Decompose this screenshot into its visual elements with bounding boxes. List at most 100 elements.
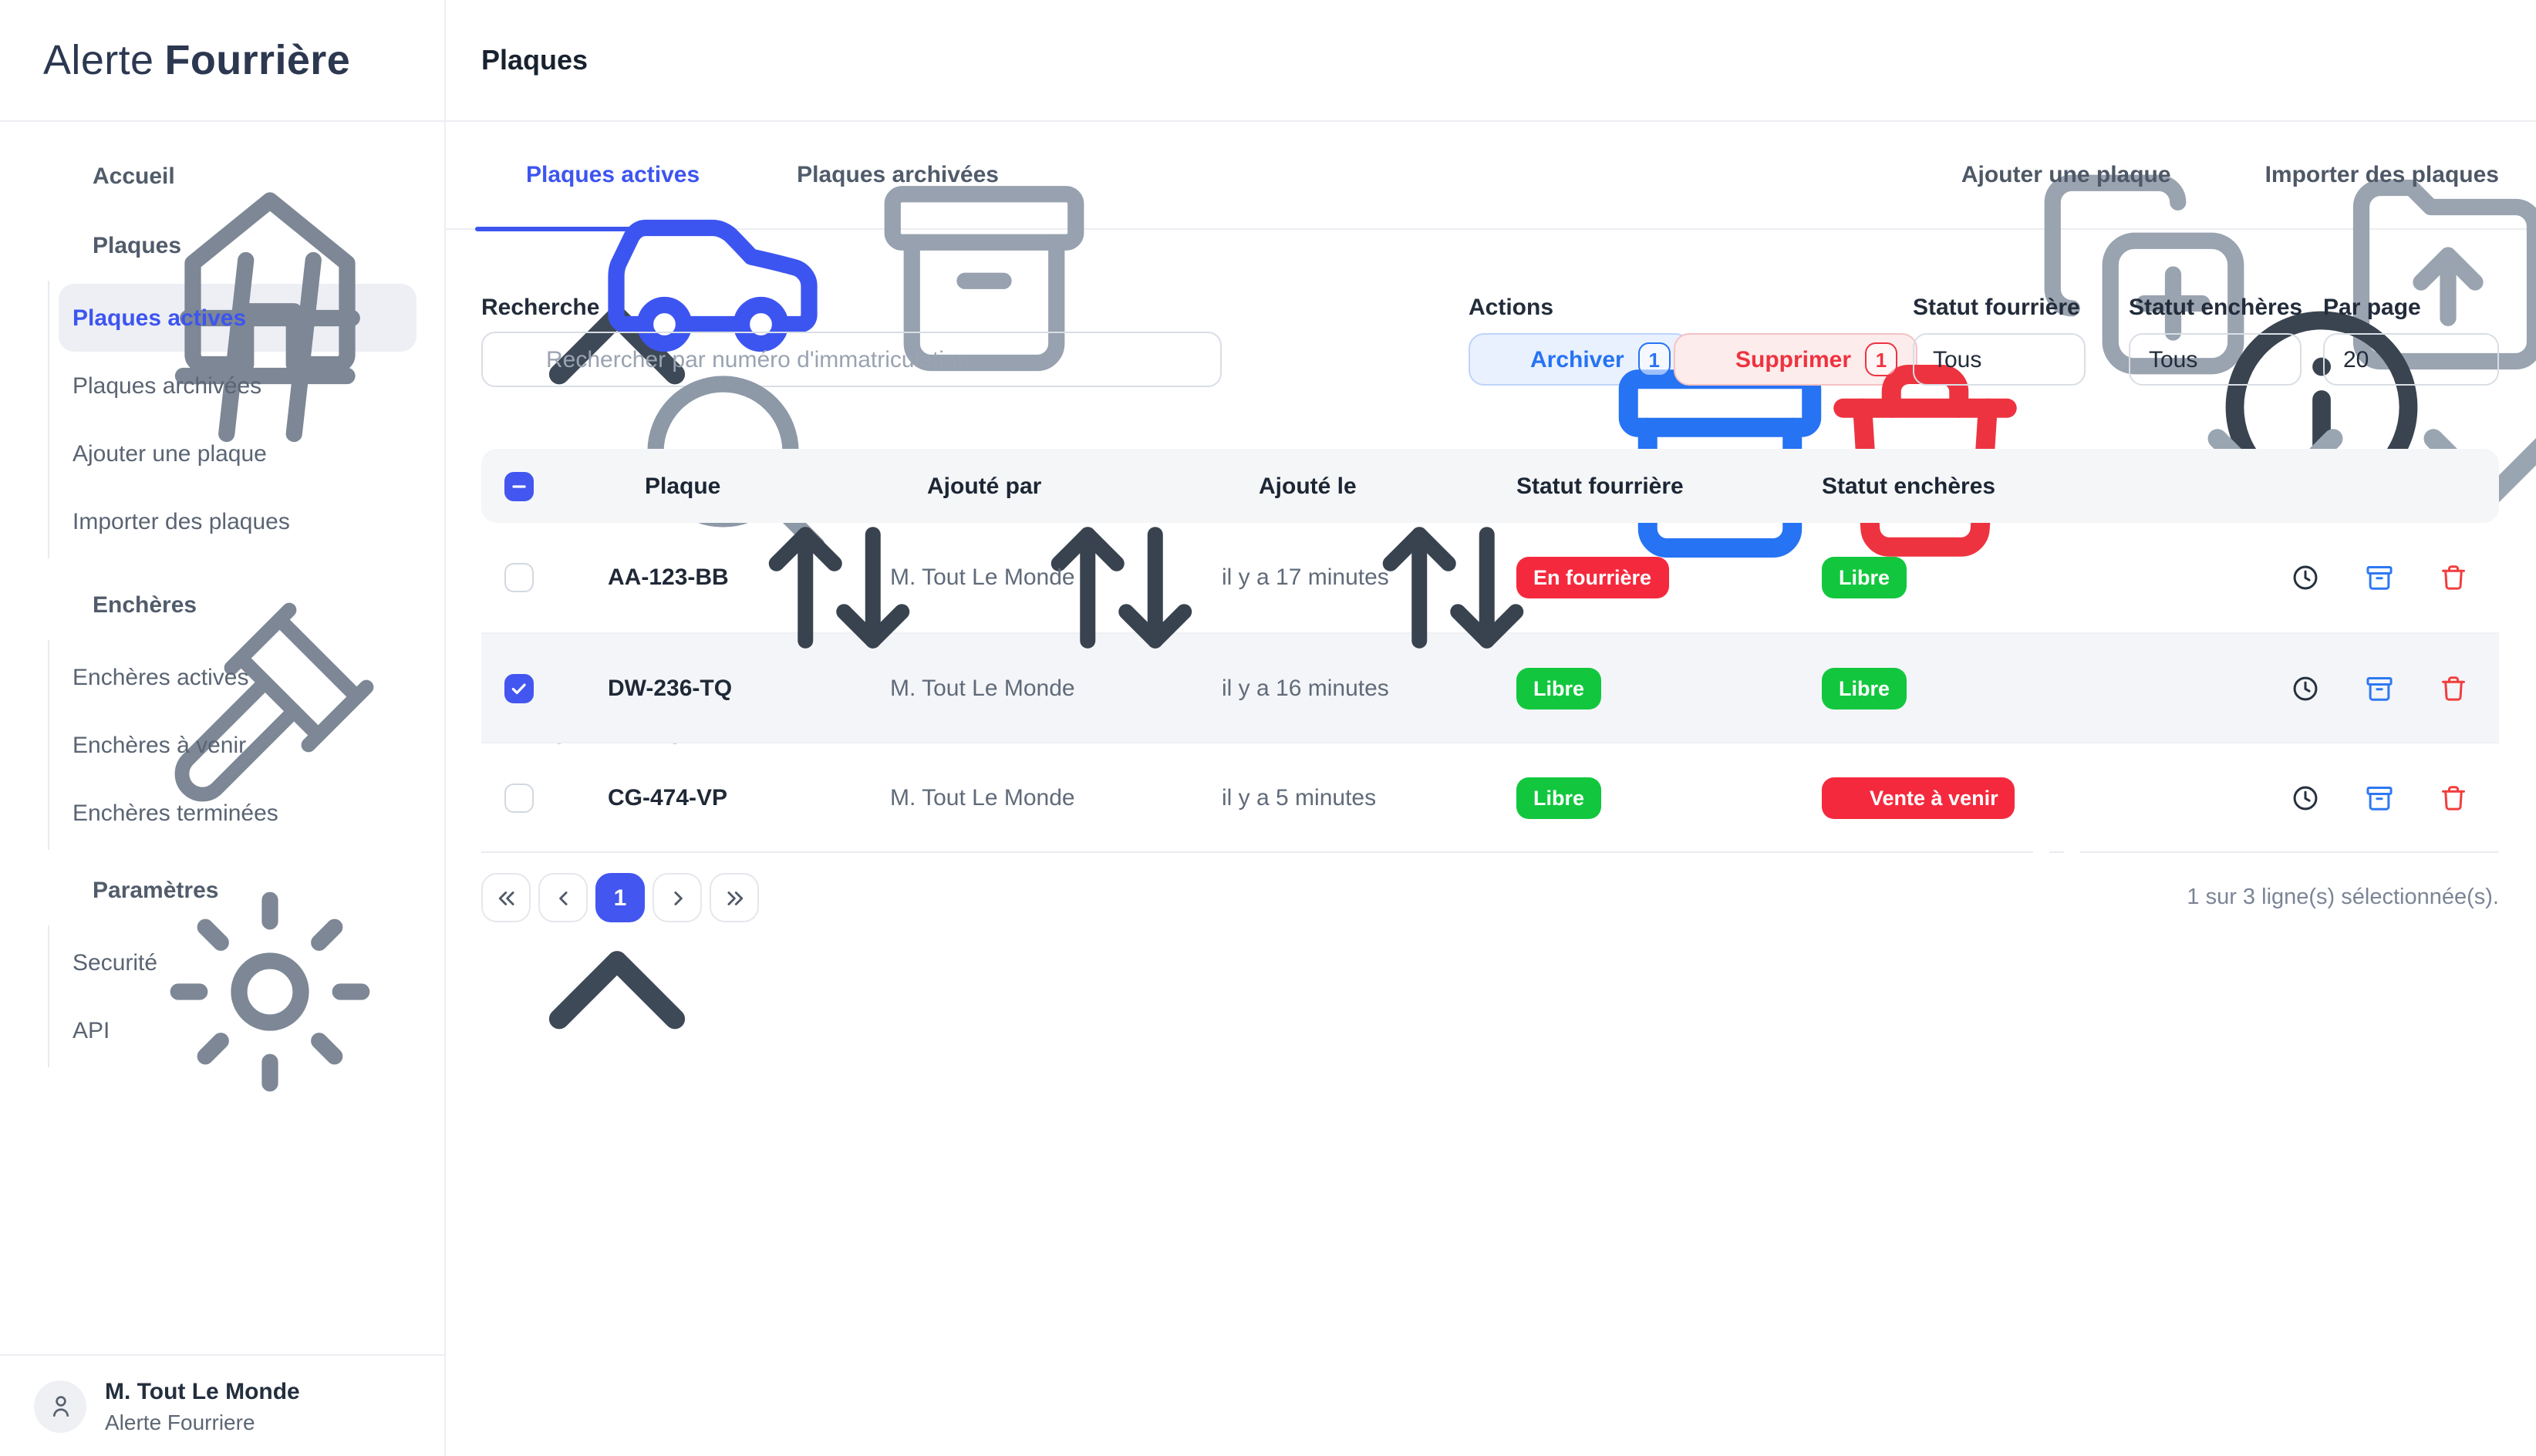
sidebar-item-label: Enchères actives xyxy=(73,664,249,690)
delete-row-button[interactable] xyxy=(2439,673,2468,703)
statut-encheres-badge: Libre xyxy=(1822,557,1907,598)
delete-row-button[interactable] xyxy=(2439,783,2468,812)
chevron-up-icon xyxy=(386,878,410,903)
row-checkbox[interactable] xyxy=(504,783,534,812)
sidebar-item-encheres-actives[interactable]: Enchères actives xyxy=(59,643,416,711)
page-title: Plaques xyxy=(481,44,588,75)
added-on-cell: il y a 5 minutes xyxy=(1222,784,1377,811)
sidebar-section-label: Enchères xyxy=(93,592,197,618)
row-checkbox[interactable] xyxy=(504,673,534,703)
archive-button[interactable]: Archiver 1 xyxy=(1469,333,1691,386)
sidebar-item-label: Ajouter une plaque xyxy=(73,440,267,467)
search-label: Recherche xyxy=(481,295,600,321)
added-by-cell: M. Tout Le Monde xyxy=(890,675,1075,701)
statut-fourriere-label: Statut fourrière xyxy=(1913,295,2114,321)
avatar xyxy=(34,1380,86,1432)
brand-first: Alerte xyxy=(43,36,154,83)
statut-fourriere-select[interactable]: Tous xyxy=(1913,333,2086,386)
sidebar-section-plaques[interactable]: Plaques xyxy=(0,211,444,281)
archive-row-button[interactable] xyxy=(2365,783,2394,812)
add-plate-button[interactable]: Ajouter une plaque xyxy=(1914,159,2171,191)
sidebar-item-ajouter-plaque[interactable]: Ajouter une plaque xyxy=(59,420,416,487)
tab-plaques-archivees[interactable]: Plaques archivées xyxy=(752,122,999,228)
import-plates-label: Importer des plaques xyxy=(2265,162,2499,188)
archive-row-button[interactable] xyxy=(2365,673,2394,703)
delete-count-badge: 1 xyxy=(1865,342,1898,376)
app-logo: Alerte Fourrière xyxy=(0,0,444,122)
tab-label: Plaques actives xyxy=(526,162,700,188)
prev-page-button[interactable] xyxy=(538,873,588,922)
import-plates-button[interactable]: Importer des plaques xyxy=(2217,159,2499,191)
table-row[interactable]: CG-474-VP M. Tout Le Monde il y a 5 minu… xyxy=(481,742,2499,851)
sidebar-item-label: Importer des plaques xyxy=(73,508,290,534)
sort-icon[interactable] xyxy=(890,472,918,500)
last-page-button[interactable] xyxy=(710,873,759,922)
archive-label: Archiver xyxy=(1530,346,1624,372)
col-plaque[interactable]: Plaque xyxy=(645,473,721,499)
last-page-icon xyxy=(723,886,746,909)
delete-row-button[interactable] xyxy=(2439,563,2468,592)
next-page-button[interactable] xyxy=(653,873,702,922)
badge-label: Libre xyxy=(1533,786,1585,809)
sidebar-item-plaques-archivees[interactable]: Plaques archivées xyxy=(59,352,416,420)
info-icon[interactable] xyxy=(2091,292,2114,315)
sidebar-section-label: Paramètres xyxy=(93,878,219,904)
tab-plaques-actives[interactable]: Plaques actives xyxy=(475,122,700,228)
statut-encheres-badge: Vente à venir xyxy=(1822,777,2015,818)
delete-button[interactable]: Supprimer 1 xyxy=(1674,333,1917,386)
col-ajoute-par[interactable]: Ajouté par xyxy=(927,473,1042,499)
page-1-button[interactable]: 1 xyxy=(595,873,645,922)
sidebar-item-label: Plaques actives xyxy=(73,305,247,331)
sidebar-section-label: Plaques xyxy=(93,233,182,259)
chevron-down-icon xyxy=(2044,347,2069,372)
col-statut-encheres: Statut enchères xyxy=(1822,473,1996,499)
history-button[interactable] xyxy=(2291,673,2320,703)
sort-icon[interactable] xyxy=(608,472,636,500)
col-ajoute-le[interactable]: Ajouté le xyxy=(1259,473,1357,499)
next-page-icon xyxy=(666,886,689,909)
sidebar-section-encheres[interactable]: Enchères xyxy=(0,571,444,640)
statut-encheres-select[interactable]: Tous xyxy=(2129,333,2302,386)
user-card[interactable]: M. Tout Le Monde Alerte Fourriere xyxy=(0,1354,444,1456)
sidebar-item-encheres-terminees[interactable]: Enchères terminées xyxy=(59,779,416,847)
first-page-button[interactable] xyxy=(481,873,531,922)
search-icon xyxy=(501,345,529,373)
row-checkbox[interactable] xyxy=(504,563,534,592)
chevron-down-icon xyxy=(2457,347,2482,372)
sidebar-item-encheres-a-venir[interactable]: Enchères à venir xyxy=(59,711,416,779)
badge-label: Vente à venir xyxy=(1870,786,1998,809)
search-field[interactable] xyxy=(543,345,1220,374)
sidebar-item-api[interactable]: API xyxy=(59,996,416,1064)
archive-icon xyxy=(752,160,783,190)
hash-icon xyxy=(39,231,69,261)
statut-fourriere-badge: Libre xyxy=(1516,777,1602,818)
history-button[interactable] xyxy=(2291,783,2320,812)
sidebar-item-securite[interactable]: Securité xyxy=(59,929,416,996)
added-on-cell: il y a 17 minutes xyxy=(1222,565,1389,591)
sidebar-item-accueil[interactable]: Accueil xyxy=(0,142,444,211)
added-by-cell: M. Tout Le Monde xyxy=(890,565,1075,591)
history-button[interactable] xyxy=(2291,563,2320,592)
trash-icon xyxy=(1694,345,1722,373)
select-value: Tous xyxy=(1933,346,1982,372)
par-page-select[interactable]: 20 xyxy=(2323,333,2499,386)
gavel-icon xyxy=(39,590,69,621)
table-row[interactable]: DW-236-TQ M. Tout Le Monde il y a 16 min… xyxy=(481,632,2499,742)
table-row[interactable]: AA-123-BB M. Tout Le Monde il y a 17 min… xyxy=(481,523,2499,632)
sidebar-section-parametres[interactable]: Paramètres xyxy=(0,856,444,925)
select-all-checkbox[interactable] xyxy=(504,471,534,501)
sort-icon[interactable] xyxy=(1222,472,1249,500)
car-icon xyxy=(481,160,512,190)
brand-second: Fourrière xyxy=(164,36,351,83)
col-statut-fourriere: Statut fourrière xyxy=(1516,473,1684,499)
search-input[interactable] xyxy=(481,332,1222,387)
tabs-bar: Plaques actives Plaques archivées Ajoute… xyxy=(446,122,2536,230)
archive-row-button[interactable] xyxy=(2365,563,2394,592)
sidebar-item-label: Enchères à venir xyxy=(73,732,247,758)
par-page-label: Par page xyxy=(2323,295,2421,321)
sidebar-item-importer-plaques[interactable]: Importer des plaques xyxy=(59,487,416,555)
user-org: Alerte Fourriere xyxy=(105,1409,255,1434)
sidebar-item-label: API xyxy=(73,1017,110,1043)
actions-label: Actions xyxy=(1469,295,1554,321)
statut-encheres-label: Statut enchères xyxy=(2129,295,2303,321)
